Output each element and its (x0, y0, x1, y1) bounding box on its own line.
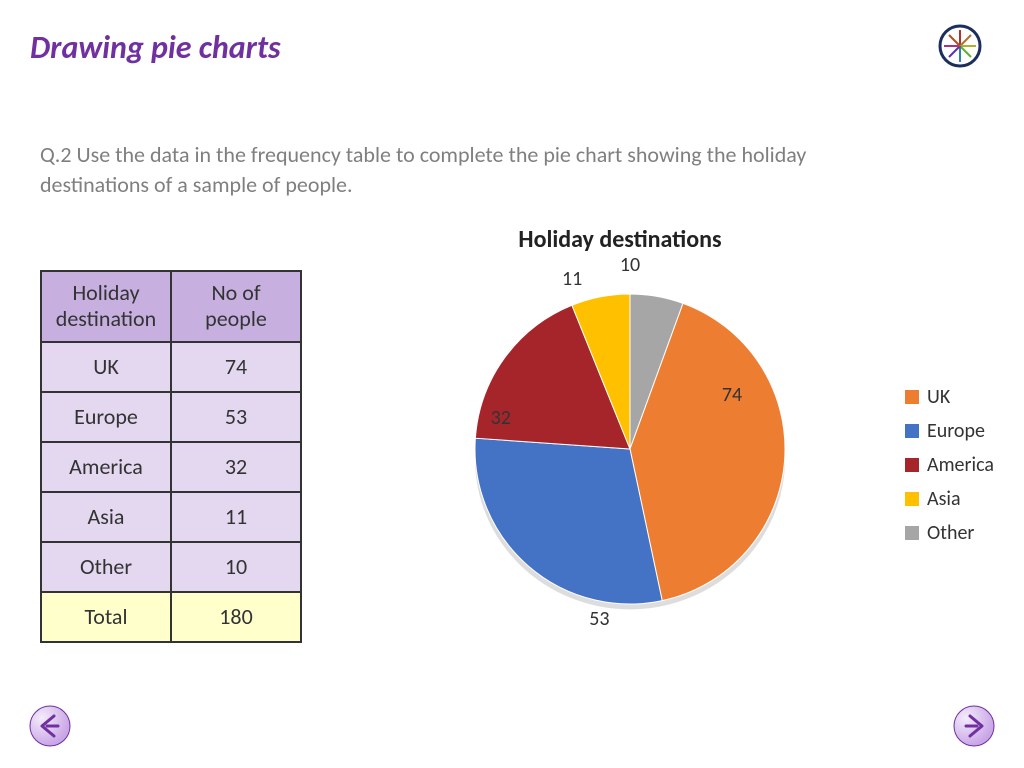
legend-label: Europe (927, 419, 985, 443)
table-row: UK 74 (41, 342, 301, 392)
table-row-total: Total 180 (41, 592, 301, 642)
legend-swatch (905, 526, 919, 540)
pie-slice-label: 74 (722, 383, 742, 407)
legend-item: Other (905, 521, 994, 545)
legend-swatch (905, 390, 919, 404)
table-row: Other 10 (41, 542, 301, 592)
cell-label: Other (41, 542, 171, 592)
legend-swatch (905, 492, 919, 506)
legend-item: Europe (905, 419, 994, 443)
legend-item: UK (905, 385, 994, 409)
cell-value: 53 (171, 392, 301, 442)
question-text: Q.2 Use the data in the frequency table … (40, 140, 900, 199)
cell-total-label: Total (41, 592, 171, 642)
compass-icon (936, 22, 984, 75)
legend-label: America (927, 453, 994, 477)
cell-value: 11 (171, 492, 301, 542)
table-header-count: No of people (171, 271, 301, 342)
cell-value: 32 (171, 442, 301, 492)
pie-slice-label: 53 (589, 607, 609, 631)
legend-label: UK (927, 385, 950, 409)
table-row: America 32 (41, 442, 301, 492)
legend-label: Asia (927, 487, 961, 511)
pie-slice-label: 11 (562, 267, 582, 291)
chart-title: Holiday destinations (390, 225, 850, 254)
prev-button[interactable] (28, 704, 72, 748)
cell-value: 74 (171, 342, 301, 392)
legend-item: Asia (905, 487, 994, 511)
cell-label: Asia (41, 492, 171, 542)
cell-label: America (41, 442, 171, 492)
cell-label: Europe (41, 392, 171, 442)
cell-total-value: 180 (171, 592, 301, 642)
table-row: Europe 53 (41, 392, 301, 442)
chart-legend: UK Europe America Asia Other (905, 385, 994, 555)
table-row: Asia 11 (41, 492, 301, 542)
pie-slice-label: 10 (620, 253, 640, 277)
frequency-table: Holiday destination No of people UK 74 E… (40, 270, 302, 643)
pie-slice-label: 32 (491, 406, 511, 430)
cell-label: UK (41, 342, 171, 392)
pie-chart: 10 74 53 32 11 (460, 279, 800, 619)
legend-item: America (905, 453, 994, 477)
cell-value: 10 (171, 542, 301, 592)
next-button[interactable] (952, 704, 996, 748)
legend-swatch (905, 458, 919, 472)
legend-swatch (905, 424, 919, 438)
table-header-destination: Holiday destination (41, 271, 171, 342)
page-title: Drawing pie charts (30, 28, 281, 67)
legend-label: Other (927, 521, 974, 545)
